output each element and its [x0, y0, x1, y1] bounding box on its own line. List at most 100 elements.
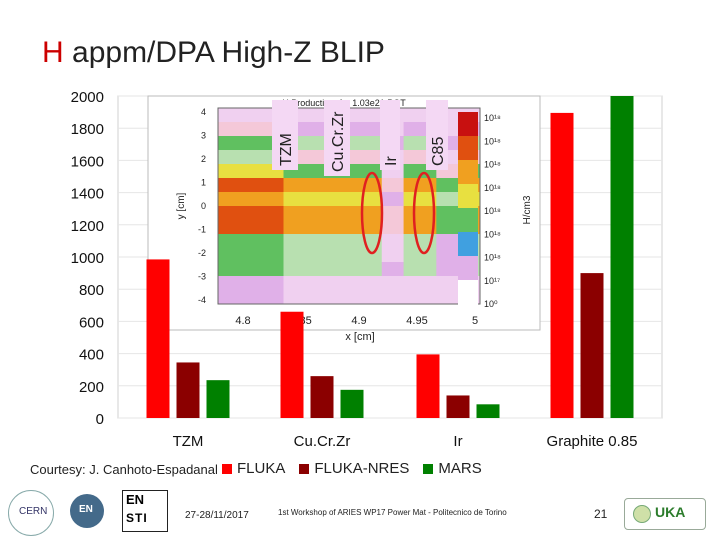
- heat-cell: [447, 206, 459, 221]
- heat-cell: [349, 206, 361, 221]
- heat-cell: [294, 192, 306, 207]
- heat-cell: [305, 150, 317, 165]
- heat-cell: [381, 164, 394, 179]
- heat-cell: [218, 108, 230, 123]
- heat-cell: [403, 276, 415, 291]
- inset-x-tick: 4.95: [406, 315, 427, 327]
- heat-cell: [447, 234, 459, 249]
- heat-cell: [272, 234, 284, 249]
- heat-cell: [359, 262, 372, 277]
- heat-cell: [403, 192, 415, 207]
- colorbar-cell: [458, 280, 478, 305]
- heat-cell: [436, 234, 448, 249]
- heat-cell: [294, 262, 306, 277]
- heat-cell: [250, 276, 263, 291]
- heat-cell: [403, 262, 415, 277]
- heat-cell: [349, 220, 361, 235]
- heat-cell: [414, 136, 426, 151]
- colorbar-tick: 10¹⁸: [484, 206, 501, 216]
- heat-cell: [261, 234, 274, 249]
- heat-cell: [359, 136, 372, 151]
- colorbar-tick: 10¹⁸: [484, 113, 501, 123]
- heat-cell: [239, 262, 252, 277]
- material-strip: [324, 100, 350, 176]
- bar-fluka-nres-2: [446, 395, 470, 418]
- heat-cell: [228, 248, 241, 263]
- heat-cell: [305, 164, 317, 179]
- heat-cell: [392, 192, 405, 207]
- heat-cell: [414, 248, 426, 263]
- heat-cell: [403, 178, 415, 193]
- heat-cell: [261, 276, 274, 291]
- heat-cell: [414, 206, 426, 221]
- heat-cell: [425, 248, 437, 263]
- heat-cell: [403, 108, 415, 123]
- colorbar-tick: 10¹⁸: [484, 253, 501, 263]
- inset-y-tick: -1: [198, 225, 206, 235]
- heat-cell: [392, 290, 405, 305]
- heat-cell: [261, 150, 274, 165]
- heat-cell: [316, 122, 328, 137]
- heat-cell: [447, 150, 459, 165]
- colorbar-tick: 10¹⁷: [484, 276, 500, 286]
- heat-cell: [294, 248, 306, 263]
- legend-item: MARS: [423, 460, 482, 477]
- heat-cell: [218, 206, 230, 221]
- heat-cell: [338, 192, 350, 207]
- heat-cell: [228, 276, 241, 291]
- heat-cell: [261, 164, 274, 179]
- heat-cell: [272, 220, 284, 235]
- heat-cell: [228, 136, 241, 151]
- heat-cell: [305, 178, 317, 193]
- heat-cell: [228, 164, 241, 179]
- colorbar-cell: [458, 208, 478, 233]
- heat-cell: [403, 290, 415, 305]
- heat-cell: [349, 150, 361, 165]
- heat-cell: [403, 206, 415, 221]
- heat-cell: [283, 164, 295, 179]
- heat-cell: [436, 262, 448, 277]
- colorbar-tick: 10¹⁸: [484, 160, 501, 170]
- heat-cell: [218, 234, 230, 249]
- fluka-ball-icon: [633, 505, 651, 523]
- heat-cell: [370, 122, 383, 137]
- heat-cell: [294, 150, 306, 165]
- heat-cell: [359, 206, 372, 221]
- heat-cell: [349, 248, 361, 263]
- heat-cell: [239, 136, 252, 151]
- colorbar-cell: [458, 184, 478, 209]
- heat-cell: [218, 164, 230, 179]
- heat-cell: [349, 136, 361, 151]
- heat-cell: [283, 206, 295, 221]
- colorbar-cell: [458, 160, 478, 185]
- heat-cell: [272, 192, 284, 207]
- page-number: 21: [594, 507, 608, 521]
- heat-cell: [250, 136, 263, 151]
- heat-cell: [338, 290, 350, 305]
- heat-cell: [228, 206, 241, 221]
- heat-cell: [414, 192, 426, 207]
- heat-cell: [349, 262, 361, 277]
- y-tick-label: 600: [79, 314, 104, 331]
- y-tick-label: 1400: [71, 186, 104, 203]
- heat-cell: [283, 290, 295, 305]
- heat-cell: [261, 262, 274, 277]
- heat-cell: [239, 276, 252, 291]
- colorbar-cell: [458, 112, 478, 137]
- heat-cell: [305, 290, 317, 305]
- heat-cell: [250, 108, 263, 123]
- y-tick-label: 1000: [71, 250, 104, 267]
- heat-cell: [261, 122, 274, 137]
- heat-cell: [283, 234, 295, 249]
- y-tick-label: 2000: [71, 89, 104, 106]
- heat-cell: [436, 220, 448, 235]
- heat-cell: [381, 234, 394, 249]
- heat-cell: [359, 108, 372, 123]
- heat-cell: [228, 262, 241, 277]
- heat-cell: [218, 262, 230, 277]
- material-label: C85: [430, 137, 447, 166]
- heat-cell: [414, 164, 426, 179]
- heat-cell: [272, 206, 284, 221]
- material-strip: [426, 100, 448, 170]
- heat-cell: [228, 122, 241, 137]
